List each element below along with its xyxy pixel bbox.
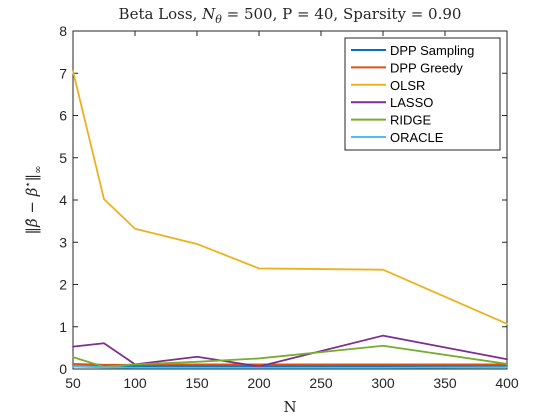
legend-entry-olsr: OLSR bbox=[390, 78, 425, 93]
legend: DPP Sampling DPP Greedy OLSR LASSO RIDGE ORAC… bbox=[344, 37, 501, 151]
ylabel-beta-hat: β̂ bbox=[23, 218, 41, 228]
ylabel-close: ‖ bbox=[23, 174, 41, 182]
chart-title: Beta Loss, Nθ = 500, P = 40, Sparsity = … bbox=[119, 5, 462, 26]
x-tick-label: 400 bbox=[495, 375, 519, 391]
title-ntheta-symbol: N bbox=[201, 5, 216, 23]
ylabel-beta-star: β bbox=[23, 187, 41, 197]
series-line-oracle bbox=[72, 365, 508, 369]
y-tick-label: 4 bbox=[59, 192, 67, 208]
y-tick-label: 0 bbox=[59, 361, 67, 377]
series-line-olsr bbox=[72, 70, 508, 325]
x-tick-label: 350 bbox=[433, 375, 457, 391]
x-tick-label: 300 bbox=[371, 375, 395, 391]
x-tick-label: 150 bbox=[185, 375, 209, 391]
y-tick-label: 3 bbox=[59, 234, 67, 250]
title-lead: Beta Loss, bbox=[119, 5, 203, 23]
x-tick-label: 200 bbox=[247, 375, 271, 391]
legend-entry-lasso: LASSO bbox=[390, 95, 433, 110]
ylabel-open: ‖ bbox=[23, 227, 41, 235]
x-tick-label: 100 bbox=[123, 375, 147, 391]
y-tick-label: 2 bbox=[59, 277, 67, 293]
axis-tick-labels: 50 100 150 200 250 300 350 400 0 1 2 3 4 5 6 7 8 bbox=[59, 23, 519, 391]
x-tick-label: 50 bbox=[65, 375, 81, 391]
x-tick-label: 250 bbox=[309, 375, 333, 391]
legend-entry-ridge: RIDGE bbox=[390, 113, 432, 128]
ylabel-star: ⋆ bbox=[23, 181, 34, 187]
y-tick-label: 5 bbox=[59, 150, 67, 166]
ylabel-inf: ∞ bbox=[33, 165, 44, 173]
y-axis-label: ‖β̂ − β⋆‖∞ bbox=[23, 165, 44, 234]
y-tick-label: 6 bbox=[59, 108, 67, 124]
y-tick-label: 8 bbox=[59, 23, 67, 39]
title-ntheta-sub: θ bbox=[215, 13, 222, 26]
legend-box bbox=[344, 37, 501, 151]
legend-entry-dpp-greedy: DPP Greedy bbox=[390, 60, 463, 75]
title-tail: = 500, P = 40, Sparsity = 0.90 bbox=[222, 5, 462, 23]
ylabel-minus: − bbox=[23, 196, 41, 218]
series-line-lasso bbox=[72, 334, 508, 368]
legend-entry-oracle: ORACLE bbox=[390, 130, 444, 145]
series-lines bbox=[72, 70, 508, 369]
y-tick-label: 7 bbox=[59, 65, 67, 81]
legend-entry-dpp-sampling: DPP Sampling bbox=[390, 43, 474, 58]
x-axis-label: N bbox=[283, 398, 296, 416]
y-tick-label: 1 bbox=[59, 319, 67, 335]
series-line-dpp-greedy bbox=[72, 363, 508, 366]
